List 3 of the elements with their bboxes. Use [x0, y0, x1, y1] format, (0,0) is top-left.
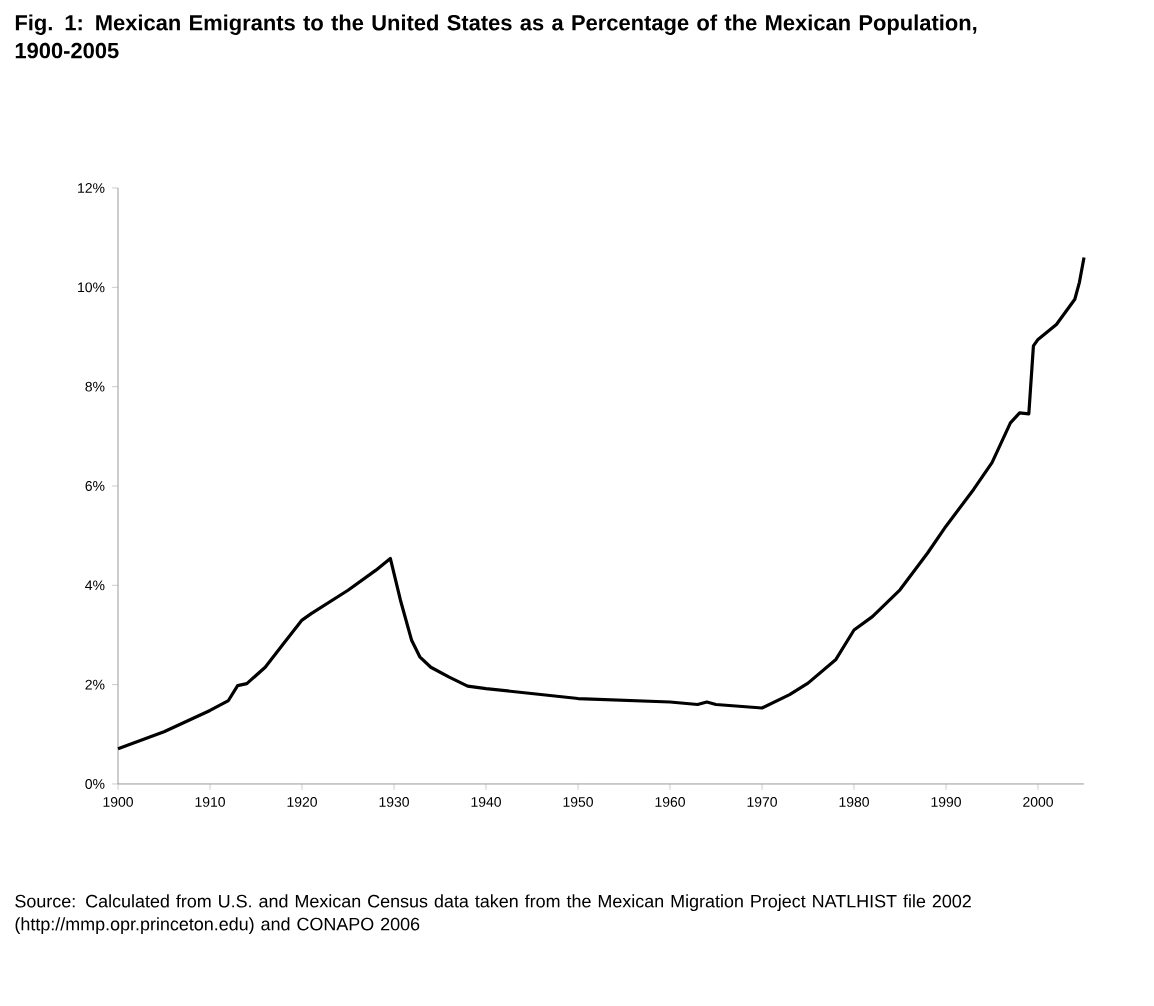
chart-title: Fig. 1: Mexican Emigrants to the United States as a Percentage of the Mexican Population, 1900-2005 [15, 14, 977, 59]
line-series [116, 255, 1086, 751]
source-note: Source: Calculated from U.S. and Mexican Census data taken from the Mexican Migration Project NATLHIST file 2002 (http://mmp.opr.princeton.edu) and CONAPO 2006 [15, 894, 971, 934]
